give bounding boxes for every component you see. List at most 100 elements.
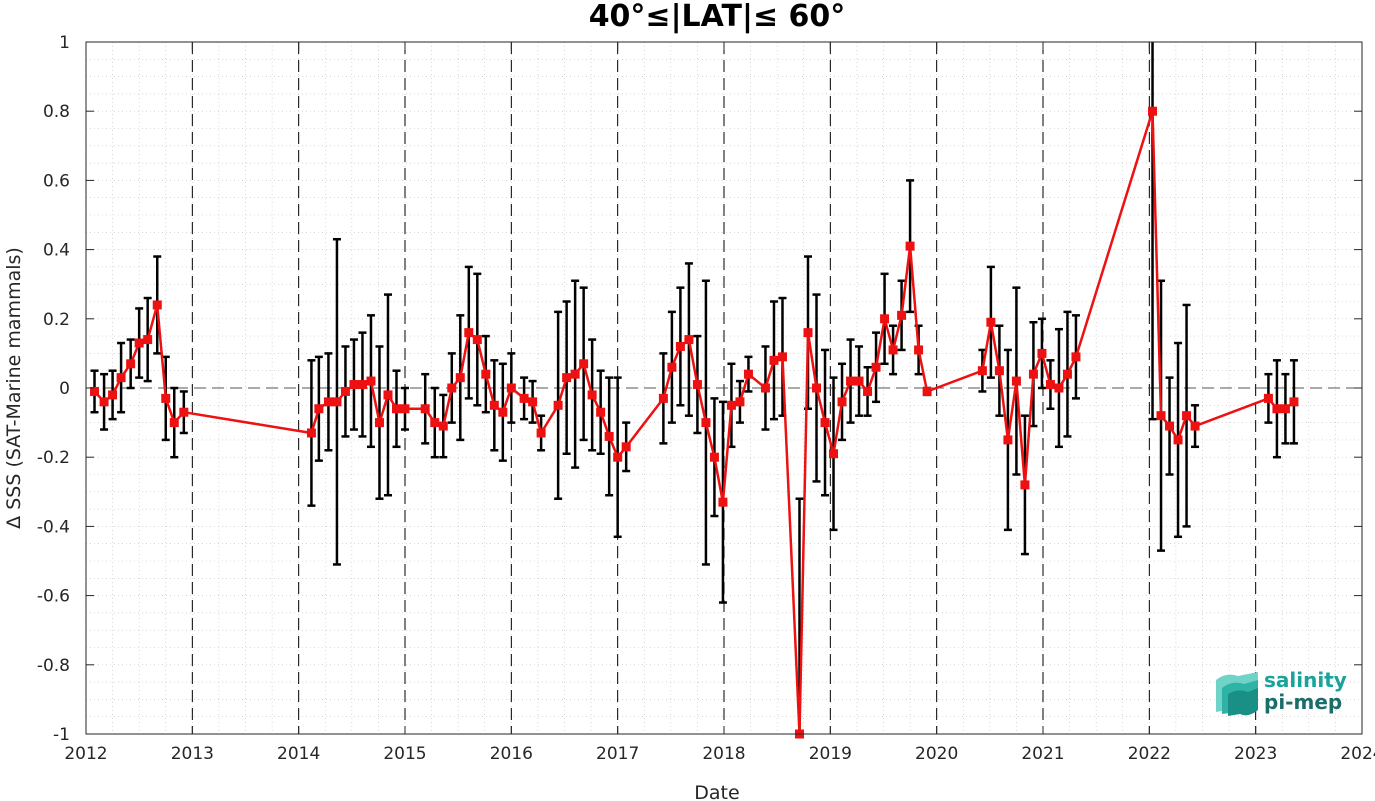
y-tick-label: 0.4 [43, 241, 70, 261]
data-point-marker [735, 397, 745, 407]
data-point-marker [613, 452, 623, 462]
y-tick-labels: 1 0.8 0.6 0.4 0.2 0 -0.2 -0.4 -0.6 -0.8 -1 [37, 33, 70, 745]
data-point-marker [837, 397, 847, 407]
y-tick-label: 0.6 [43, 171, 70, 191]
data-point-marker [1190, 421, 1200, 431]
y-tick-label: -0.4 [37, 517, 70, 537]
data-point-marker [1037, 348, 1047, 358]
data-point-marker [1165, 421, 1175, 431]
data-point-marker [914, 345, 924, 355]
data-point-marker [587, 390, 597, 400]
data-point-marker [692, 380, 702, 390]
data-point-marker [1280, 404, 1290, 414]
data-point-marker [528, 397, 538, 407]
data-point-marker [332, 397, 342, 407]
data-point-marker [1028, 369, 1038, 379]
data-point-marker [161, 393, 171, 403]
chart-title: 40°≤|LAT|≤ 60° [589, 0, 846, 34]
data-point-marker [596, 407, 606, 417]
data-point-marker [99, 397, 109, 407]
data-point-marker [675, 341, 685, 351]
data-point-marker [126, 359, 136, 369]
data-point-marker [430, 418, 440, 428]
data-point-marker [880, 314, 890, 324]
data-point-marker [374, 418, 384, 428]
data-point-marker [570, 369, 580, 379]
x-tick-label: 2018 [702, 744, 745, 764]
data-point-marker [455, 373, 465, 383]
data-point-marker [108, 390, 118, 400]
data-point-marker [553, 400, 563, 410]
data-point-marker [562, 373, 572, 383]
data-point-marker [579, 359, 589, 369]
data-point-marker [152, 300, 162, 310]
y-tick-label: -0.8 [37, 656, 70, 676]
data-point-marker [1003, 435, 1013, 445]
data-point-marker [888, 345, 898, 355]
data-point-marker [519, 393, 529, 403]
data-point-marker [447, 383, 457, 393]
data-point-marker [340, 386, 350, 396]
data-point-marker [536, 428, 546, 438]
x-tick-label: 2022 [1128, 744, 1171, 764]
salinity-pi-mep-logo: salinity pi-mep [1216, 668, 1347, 716]
data-point-marker [863, 386, 873, 396]
data-point-marker [701, 418, 711, 428]
y-tick-label: 0.2 [43, 310, 70, 330]
x-tick-label: 2013 [171, 744, 214, 764]
data-point-marker [743, 369, 753, 379]
x-axis-label: Date [694, 782, 739, 801]
series-markers [90, 106, 1299, 739]
x-tick-label: 2023 [1234, 744, 1277, 764]
data-point-marker [1071, 352, 1081, 362]
data-point-marker [349, 380, 359, 390]
data-point-marker [1148, 106, 1158, 116]
data-point-marker [323, 397, 333, 407]
data-point-marker [169, 418, 179, 428]
axis-ticks [85, 41, 1363, 735]
data-point-marker [134, 338, 144, 348]
data-point-marker [306, 428, 316, 438]
x-tick-label: 2012 [64, 744, 107, 764]
x-tick-label: 2024 [1340, 744, 1375, 764]
data-point-marker [829, 449, 839, 459]
data-point-marker [684, 335, 694, 345]
data-point-marker [846, 376, 856, 386]
data-point-marker [897, 310, 907, 320]
data-point-marker [854, 376, 864, 386]
data-point-marker [871, 362, 881, 372]
data-point-marker [90, 386, 100, 396]
x-tick-label: 2020 [915, 744, 958, 764]
data-point-marker [803, 328, 813, 338]
data-point-marker [812, 383, 822, 393]
logo-text-pi-mep: pi-mep [1264, 690, 1342, 714]
x-tick-label: 2017 [596, 744, 639, 764]
data-point-marker [718, 497, 728, 507]
data-point-marker [1272, 404, 1282, 414]
x-tick-label: 2014 [277, 744, 320, 764]
data-point-marker [498, 407, 508, 417]
data-point-marker [1173, 435, 1183, 445]
data-point-marker [1020, 480, 1030, 490]
data-point-marker [905, 241, 915, 251]
data-point-marker [1289, 397, 1299, 407]
y-tick-label: 1 [59, 33, 70, 53]
data-point-marker [357, 380, 367, 390]
data-point-marker [472, 335, 482, 345]
x-tick-labels: 2012 2013 2014 2015 2016 2017 2018 2019 2020 2021… [64, 744, 1375, 764]
data-point-marker [506, 383, 516, 393]
data-point-marker [994, 366, 1004, 376]
data-point-marker [922, 386, 932, 396]
data-point-marker [760, 383, 770, 393]
data-point-marker [1263, 393, 1273, 403]
data-point-marker [604, 431, 614, 441]
data-point-marker [464, 328, 474, 338]
data-point-marker [400, 404, 410, 414]
data-point-marker [621, 442, 631, 452]
logo-text-salinity: salinity [1264, 668, 1347, 692]
data-point-marker [667, 362, 677, 372]
y-axis-label: Δ SSS (SAT-Marine mammals) [3, 247, 25, 529]
data-point-marker [986, 317, 996, 327]
